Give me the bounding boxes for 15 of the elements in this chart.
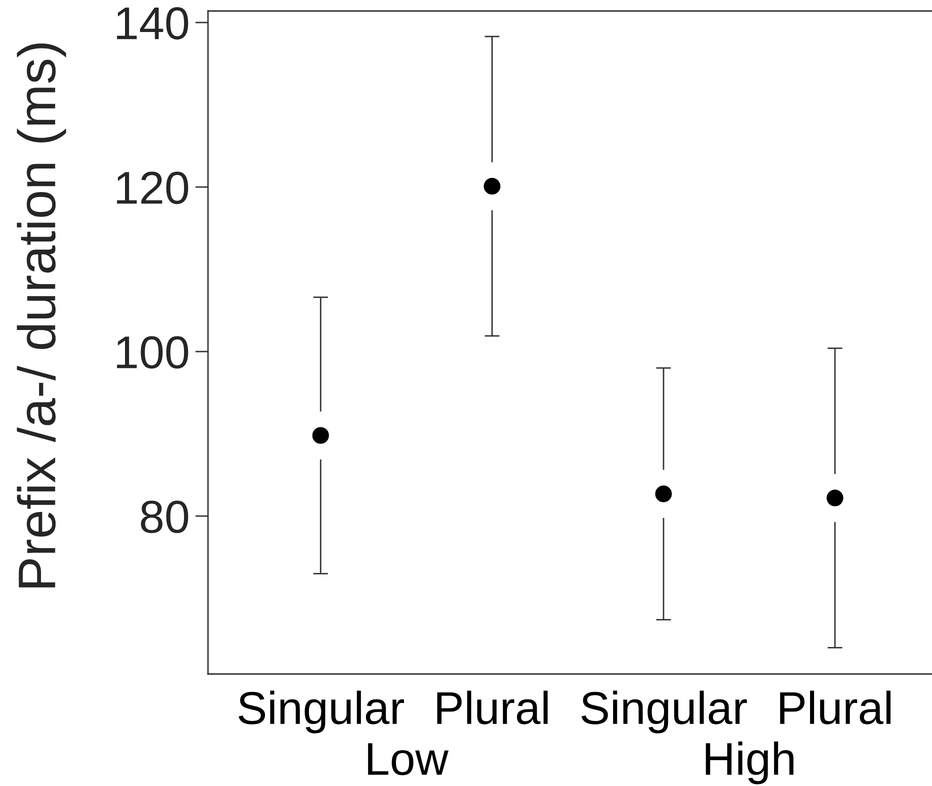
x-tick-label: Plural [437,690,548,724]
point [826,490,844,506]
y-tick-label: 100 [116,336,188,369]
y-tick-label: 80 [140,500,188,534]
text: Low [368,743,449,776]
point [312,427,329,444]
y-axis-title: Prefix /a-/ duration (ms) [16,44,66,588]
x-tick-label: Singular [582,690,747,734]
point [484,178,500,195]
x-tick-label: Plural [780,690,890,724]
text: High [706,742,794,784]
x-tick-label: Singular [238,690,404,734]
y-tick-label: 120 [116,172,188,204]
point [655,486,672,502]
y-tick-label: 140 [116,7,188,40]
